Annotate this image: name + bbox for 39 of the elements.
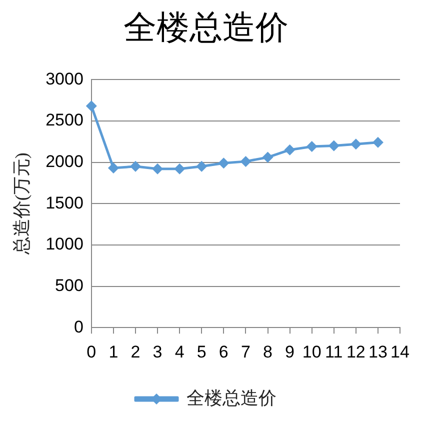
x-tick-label: 1 bbox=[108, 342, 118, 362]
y-tick-label: 3000 bbox=[46, 69, 84, 88]
point bbox=[372, 136, 384, 148]
point bbox=[328, 140, 340, 152]
x-tick-label: 4 bbox=[174, 342, 184, 362]
x-tick-label: 10 bbox=[302, 342, 322, 362]
y-axis-title: 总造价(万元) bbox=[12, 152, 32, 256]
x-tick-label: 13 bbox=[368, 342, 388, 362]
x-tick-label: 11 bbox=[325, 342, 343, 362]
x-tick-label: 12 bbox=[346, 342, 366, 362]
point bbox=[130, 160, 141, 172]
x-tick-label: 5 bbox=[196, 342, 206, 362]
y-tick-label: 1000 bbox=[46, 234, 84, 254]
point bbox=[108, 162, 119, 174]
point bbox=[284, 144, 296, 156]
point bbox=[350, 138, 362, 150]
point bbox=[218, 158, 230, 169]
x-tick-label: 9 bbox=[285, 342, 295, 362]
y-tick-label: 1500 bbox=[46, 193, 84, 212]
point bbox=[240, 156, 252, 167]
point bbox=[86, 100, 97, 112]
chart-title: 全楼总造价 bbox=[124, 10, 288, 46]
point bbox=[152, 163, 164, 174]
point bbox=[262, 152, 274, 163]
x-tick-label: 8 bbox=[263, 342, 272, 362]
x-tick-label: 6 bbox=[218, 342, 228, 362]
y-tick-label: 0 bbox=[74, 317, 84, 336]
y-tick-label: 2500 bbox=[46, 110, 84, 130]
x-tick-label: 7 bbox=[240, 342, 250, 362]
point bbox=[306, 141, 318, 152]
point bbox=[196, 160, 208, 172]
x-tick-label: 2 bbox=[130, 342, 140, 362]
x-tick-label: 3 bbox=[152, 342, 162, 362]
y-tick-label: 500 bbox=[55, 276, 84, 295]
x-tick-label: 0 bbox=[86, 342, 96, 362]
legend-label: 全楼总造价 bbox=[186, 388, 276, 408]
y-tick-label: 2000 bbox=[46, 152, 84, 171]
point bbox=[174, 163, 186, 174]
x-tick-label: 14 bbox=[390, 342, 410, 362]
